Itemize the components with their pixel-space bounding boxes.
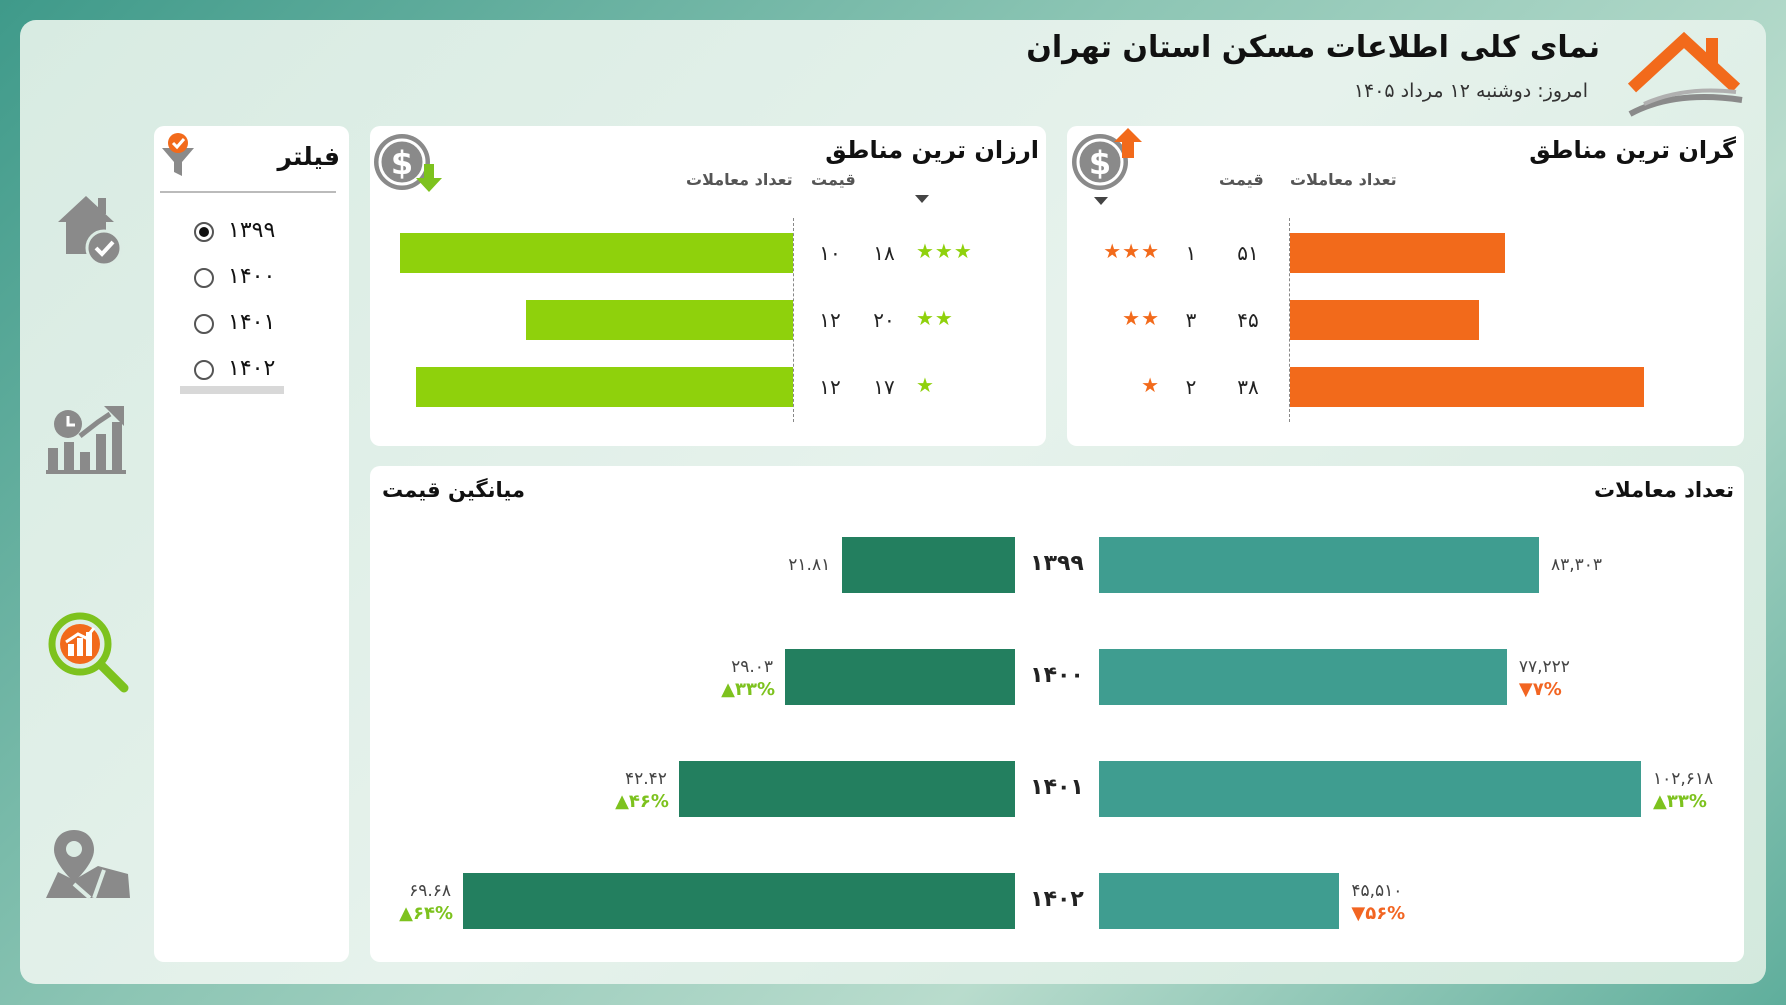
filter-title: فیلتر: [277, 142, 340, 171]
year-label: ۱۳۹۹: [1030, 551, 1084, 576]
filter-option-1400[interactable]: ۱۴۰۰: [194, 264, 304, 294]
expensive-axis-line: [1289, 218, 1290, 422]
transaction-count-title: تعداد معاملات: [1594, 478, 1734, 502]
map-pin-icon[interactable]: [44, 826, 132, 902]
expensive-rank: ۲: [1185, 375, 1197, 399]
filter-option-1401[interactable]: ۱۴۰۱: [194, 310, 304, 340]
cheapest-col-price: قیمت: [811, 170, 856, 189]
cheap-rank: ۲۰: [873, 308, 895, 332]
star-rating-icon: ★: [916, 373, 935, 397]
transaction-count-bar: [1099, 873, 1340, 929]
cheapest-title: ارزان ترین مناطق: [825, 136, 1039, 164]
dollar-up-icon: $: [1070, 126, 1144, 192]
radio-button[interactable]: [194, 268, 214, 288]
expensive-bar: [1290, 367, 1644, 407]
logo-house-icon: [1624, 30, 1744, 120]
star-rating-icon: ★★: [916, 306, 954, 330]
avg-price-bar: [678, 761, 1015, 817]
filter-funnel-icon: [158, 130, 198, 180]
transaction-count-value: ۷۷,۲۲۲: [1518, 657, 1570, 677]
avg-price-bar: [463, 873, 1015, 929]
transaction-count-value: ۸۳,۳۰۳: [1550, 555, 1603, 575]
transaction-count-value: ۴۵,۵۱۰: [1351, 881, 1403, 901]
expensive-rank: ۳: [1185, 308, 1197, 332]
radio-button[interactable]: [194, 314, 214, 334]
cheap-price: ۱۲: [819, 375, 841, 399]
star-rating-icon: ★: [1141, 373, 1160, 397]
year-label: ۱۴۰۰: [1030, 663, 1084, 688]
star-rating-icon: ★★★: [1103, 239, 1160, 263]
transaction-count-change: ▲۳۳%: [1653, 791, 1707, 812]
radio-button[interactable]: [194, 360, 214, 380]
cheap-bar: [525, 300, 793, 340]
year-label: ۱۴۰۲: [1030, 887, 1084, 912]
page-title: نمای کلی اطلاعات مسکن استان تهران: [1026, 30, 1600, 65]
avg-price-value: ۲۱.۸۱: [788, 555, 831, 575]
radio-button[interactable]: [194, 222, 214, 242]
transaction-count-change: ▼۵۶%: [1351, 903, 1406, 924]
sort-down-icon[interactable]: [915, 195, 929, 203]
transaction-count-value: ۱۰۲,۶۱۸: [1653, 769, 1714, 789]
expensive-price: ۴۵: [1237, 308, 1259, 332]
svg-text:$: $: [1089, 144, 1111, 182]
avg-price-bar: [785, 649, 1015, 705]
avg-price-title: میانگین قیمت: [382, 478, 525, 502]
svg-text:$: $: [391, 144, 413, 182]
cheap-bar: [415, 367, 793, 407]
transaction-count-bar: [1099, 537, 1539, 593]
avg-price-change: ▲۳۳%: [721, 679, 776, 700]
house-check-icon[interactable]: [52, 188, 124, 268]
filter-option-1399[interactable]: ۱۳۹۹: [194, 218, 304, 248]
cheap-rank: ۱۷: [873, 375, 895, 399]
cheap-bar: [400, 233, 793, 273]
growth-chart-icon[interactable]: [44, 404, 130, 476]
transaction-count-bar: [1099, 761, 1641, 817]
sort-down-icon[interactable]: [1094, 197, 1108, 205]
cheap-price: ۱۰: [819, 241, 841, 265]
transaction-count-change: ▼۷%: [1518, 679, 1562, 700]
avg-price-change: ▲۶۴%: [399, 903, 453, 924]
avg-price-value: ۶۹.۶۸: [409, 881, 451, 901]
filter-option-1402[interactable]: ۱۴۰۲: [194, 356, 304, 386]
expensive-rank: ۱: [1185, 241, 1197, 265]
expensive-col-count: تعداد معاملات: [1290, 170, 1397, 189]
avg-price-value: ۲۹.۰۳: [731, 657, 774, 677]
star-rating-icon: ★★★: [916, 239, 973, 263]
expensive-price: ۵۱: [1237, 241, 1259, 265]
cheapest-col-count: تعداد معاملات: [686, 170, 793, 189]
avg-price-bar: [842, 537, 1015, 593]
dollar-down-icon: $: [372, 130, 444, 196]
avg-price-change: ▲۴۶%: [615, 791, 669, 812]
analysis-magnifier-icon[interactable]: [46, 610, 130, 694]
expensive-bar: [1290, 233, 1505, 273]
star-rating-icon: ★★: [1122, 306, 1160, 330]
transaction-count-bar: [1099, 649, 1507, 705]
filter-divider: [160, 191, 336, 193]
expensive-bar: [1290, 300, 1480, 340]
year-label: ۱۴۰۱: [1030, 775, 1084, 800]
cheap-price: ۱۲: [819, 308, 841, 332]
filter-scrollbar[interactable]: [180, 386, 284, 394]
cheapest-axis-line: [793, 218, 794, 422]
filter-panel: [154, 126, 349, 962]
avg-price-value: ۴۲.۴۲: [625, 769, 667, 789]
cheap-rank: ۱۸: [873, 241, 895, 265]
expensive-col-price: قیمت: [1219, 170, 1264, 189]
expensive-price: ۳۸: [1237, 375, 1259, 399]
expensive-title: گران ترین مناطق: [1529, 136, 1736, 164]
date-label: امروز: دوشنبه ۱۲ مرداد ۱۴۰۵: [1353, 80, 1588, 102]
